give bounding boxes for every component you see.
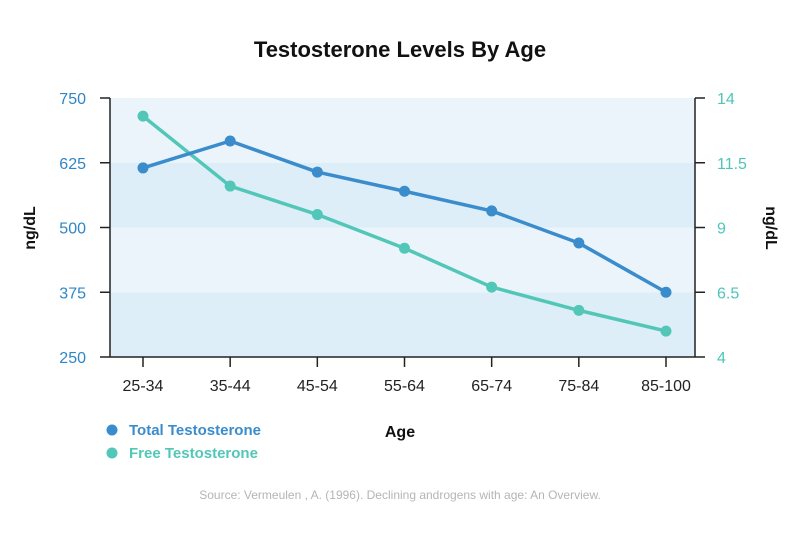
data-point (399, 185, 410, 197)
y-left-tick-label: 250 (59, 350, 86, 367)
data-point (224, 180, 236, 192)
data-point (311, 166, 323, 178)
data-point (137, 162, 149, 174)
data-point (660, 286, 672, 298)
x-tick-label: 75-84 (558, 378, 599, 395)
data-point (573, 304, 585, 316)
plot-background (110, 98, 695, 357)
legend: Total Testosterone Free Testosterone (106, 422, 261, 462)
x-tick-label: 85-100 (641, 378, 691, 395)
y-right-tick-label: 14 (717, 91, 735, 108)
plot-band (110, 292, 695, 357)
x-tick-label: 35-44 (210, 378, 251, 395)
data-point (573, 237, 585, 249)
series-layer (137, 110, 672, 337)
y-axis-left-label: ng/dL (22, 206, 39, 250)
legend-marker (106, 424, 118, 436)
x-tick-label: 65-74 (471, 378, 512, 395)
y-left-tick-label: 750 (59, 91, 86, 108)
data-point (486, 281, 498, 293)
y-left-tick-label: 375 (59, 285, 86, 302)
data-point (224, 135, 236, 147)
x-tick-label: 55-64 (384, 378, 425, 395)
data-point (486, 205, 498, 217)
x-axis-label: Age (385, 424, 415, 441)
x-tick-label: 25-34 (123, 378, 164, 395)
legend-label: Total Testosterone (129, 422, 261, 439)
y-axis-right-label: ng/dL (762, 206, 779, 250)
x-tick-label: 45-54 (297, 378, 338, 395)
y-left-tick-label: 500 (59, 221, 86, 238)
axes: 250 375 500 625 750 4 6.5 9 11.5 14 25-34 35-44 45-5… (59, 91, 747, 395)
data-point (311, 209, 323, 221)
series-free-testosterone (137, 110, 672, 337)
y-right-tick-label: 6.5 (717, 285, 739, 302)
y-right-tick-label: 9 (717, 221, 726, 238)
plot-band (110, 98, 695, 163)
series-total-testosterone (137, 135, 672, 298)
y-right-tick-label: 4 (717, 350, 726, 367)
legend-marker (106, 447, 118, 459)
source-note: Source: Vermeulen , A. (1996). Declining… (199, 488, 601, 502)
plot-band (110, 227, 695, 293)
legend-label: Free Testosterone (129, 445, 258, 462)
data-point (137, 110, 149, 122)
chart-title: Testosterone Levels By Age (254, 37, 546, 62)
y-right-tick-label: 11.5 (717, 156, 747, 173)
y-left-tick-label: 625 (59, 156, 86, 173)
data-point (660, 325, 672, 337)
data-point (399, 242, 410, 254)
